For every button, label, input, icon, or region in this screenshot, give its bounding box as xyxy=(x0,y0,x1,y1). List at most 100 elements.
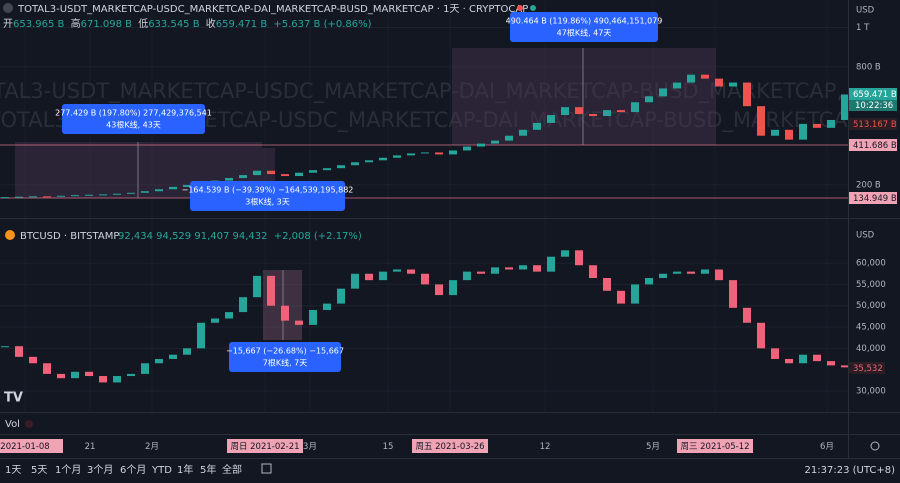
price-label: 411.686 B xyxy=(853,141,897,151)
candle xyxy=(771,348,779,359)
ohlc-change: +2,008 (+2.17%) xyxy=(274,231,362,242)
candle xyxy=(99,376,107,383)
range-button[interactable]: 全部 xyxy=(222,463,242,476)
candle xyxy=(743,307,751,323)
time-tag xyxy=(677,439,753,453)
candle xyxy=(85,194,93,196)
range-button[interactable]: 1天 xyxy=(5,465,21,476)
candle xyxy=(407,269,415,274)
candle xyxy=(645,96,653,103)
candle xyxy=(561,250,569,257)
candle xyxy=(113,376,121,383)
measure-box xyxy=(510,12,658,42)
symbol-title[interactable]: TOTAL3-USDT_MARKETCAP-USDC_MARKETCAP-DAI… xyxy=(17,4,528,15)
candle xyxy=(799,123,807,140)
candle xyxy=(337,165,345,169)
candle xyxy=(295,172,303,177)
candle xyxy=(603,278,611,291)
price-label: 35,532 xyxy=(853,364,883,374)
range-button[interactable]: 5年 xyxy=(200,463,216,476)
ohlc-label: 收 xyxy=(206,17,216,30)
price-tag xyxy=(849,362,885,374)
candle xyxy=(463,271,471,281)
y-tick-label: 200 B xyxy=(856,180,881,190)
candle xyxy=(211,318,219,323)
candle xyxy=(547,115,555,123)
candle xyxy=(197,322,205,349)
candle xyxy=(169,354,177,359)
range-button[interactable]: 6个月 xyxy=(120,464,146,476)
measure-value: 490.464 B (119.86%) 490,464,151,079 xyxy=(506,17,663,26)
candle xyxy=(15,346,23,357)
candle xyxy=(281,174,289,177)
measure-bars: 43根K线, 43天 xyxy=(106,120,161,130)
candle xyxy=(477,143,485,147)
measure-area xyxy=(452,48,716,145)
price-tag xyxy=(849,88,897,100)
price-label: 659.471 B xyxy=(853,90,897,100)
candle xyxy=(337,288,345,304)
candle xyxy=(71,371,79,379)
settings-icon[interactable] xyxy=(870,441,880,451)
candle xyxy=(757,322,765,349)
candle xyxy=(225,312,233,319)
measure-value: −15,667 (−26.68%) −15,667 xyxy=(226,347,344,356)
candle xyxy=(813,354,821,362)
candle xyxy=(155,358,163,364)
candle xyxy=(617,290,625,304)
range-button[interactable]: YTD xyxy=(151,465,172,476)
candle xyxy=(239,297,247,313)
symbol-title[interactable]: BTCUSD · BITSTAMP xyxy=(20,231,119,242)
candle xyxy=(393,269,401,272)
candle xyxy=(183,184,191,187)
candle xyxy=(323,168,331,171)
candle xyxy=(645,278,653,285)
symbol-icon xyxy=(5,230,15,240)
price-tag xyxy=(849,139,897,151)
candle xyxy=(575,250,583,266)
time-tag xyxy=(412,439,488,453)
calendar-icon[interactable] xyxy=(261,463,272,474)
candles xyxy=(1,250,848,383)
candle xyxy=(505,267,513,270)
ohlc-value: 653.965 B xyxy=(13,19,65,30)
candle xyxy=(589,265,597,279)
candle xyxy=(701,269,709,274)
x-tick-label: 2月 xyxy=(145,442,159,452)
currency[interactable]: USD xyxy=(856,231,875,241)
ohlc: 92,434 94,529 91,407 94,432 +2,008 (+2.1… xyxy=(118,231,362,242)
candle xyxy=(617,110,625,113)
candle xyxy=(141,191,149,193)
range-button[interactable]: 3个月 xyxy=(87,464,113,476)
candle xyxy=(155,189,163,192)
candle xyxy=(99,194,107,196)
candle xyxy=(57,373,65,379)
candle xyxy=(449,150,457,155)
currency[interactable]: USD xyxy=(856,6,875,16)
candle xyxy=(505,135,513,141)
x-tick-label: 周三 2021-05-12 xyxy=(680,442,749,452)
time-tag xyxy=(227,439,303,453)
candle xyxy=(43,363,51,374)
candle xyxy=(449,280,457,296)
volume-label[interactable]: Vol xyxy=(5,419,20,430)
range-button[interactable]: 1个月 xyxy=(55,464,81,476)
candle xyxy=(309,170,317,173)
y-tick-label: 40,000 xyxy=(856,344,886,354)
candle xyxy=(421,273,429,285)
measure-box xyxy=(190,181,345,211)
y-tick-label: 1 T xyxy=(856,23,870,33)
candle xyxy=(491,267,499,274)
candle xyxy=(1,346,9,348)
range-button[interactable]: 1年 xyxy=(177,463,193,476)
candle xyxy=(631,284,639,304)
range-button[interactable]: 5天 xyxy=(31,465,47,476)
candle xyxy=(533,122,541,130)
candle xyxy=(127,192,135,194)
watermark: TOTAL3-USDT_MARKETCAP-USDC_MARKETCAP-DAI… xyxy=(0,79,884,104)
candle xyxy=(813,123,821,128)
candle xyxy=(393,155,401,158)
candle xyxy=(421,152,429,154)
candle xyxy=(379,157,387,161)
